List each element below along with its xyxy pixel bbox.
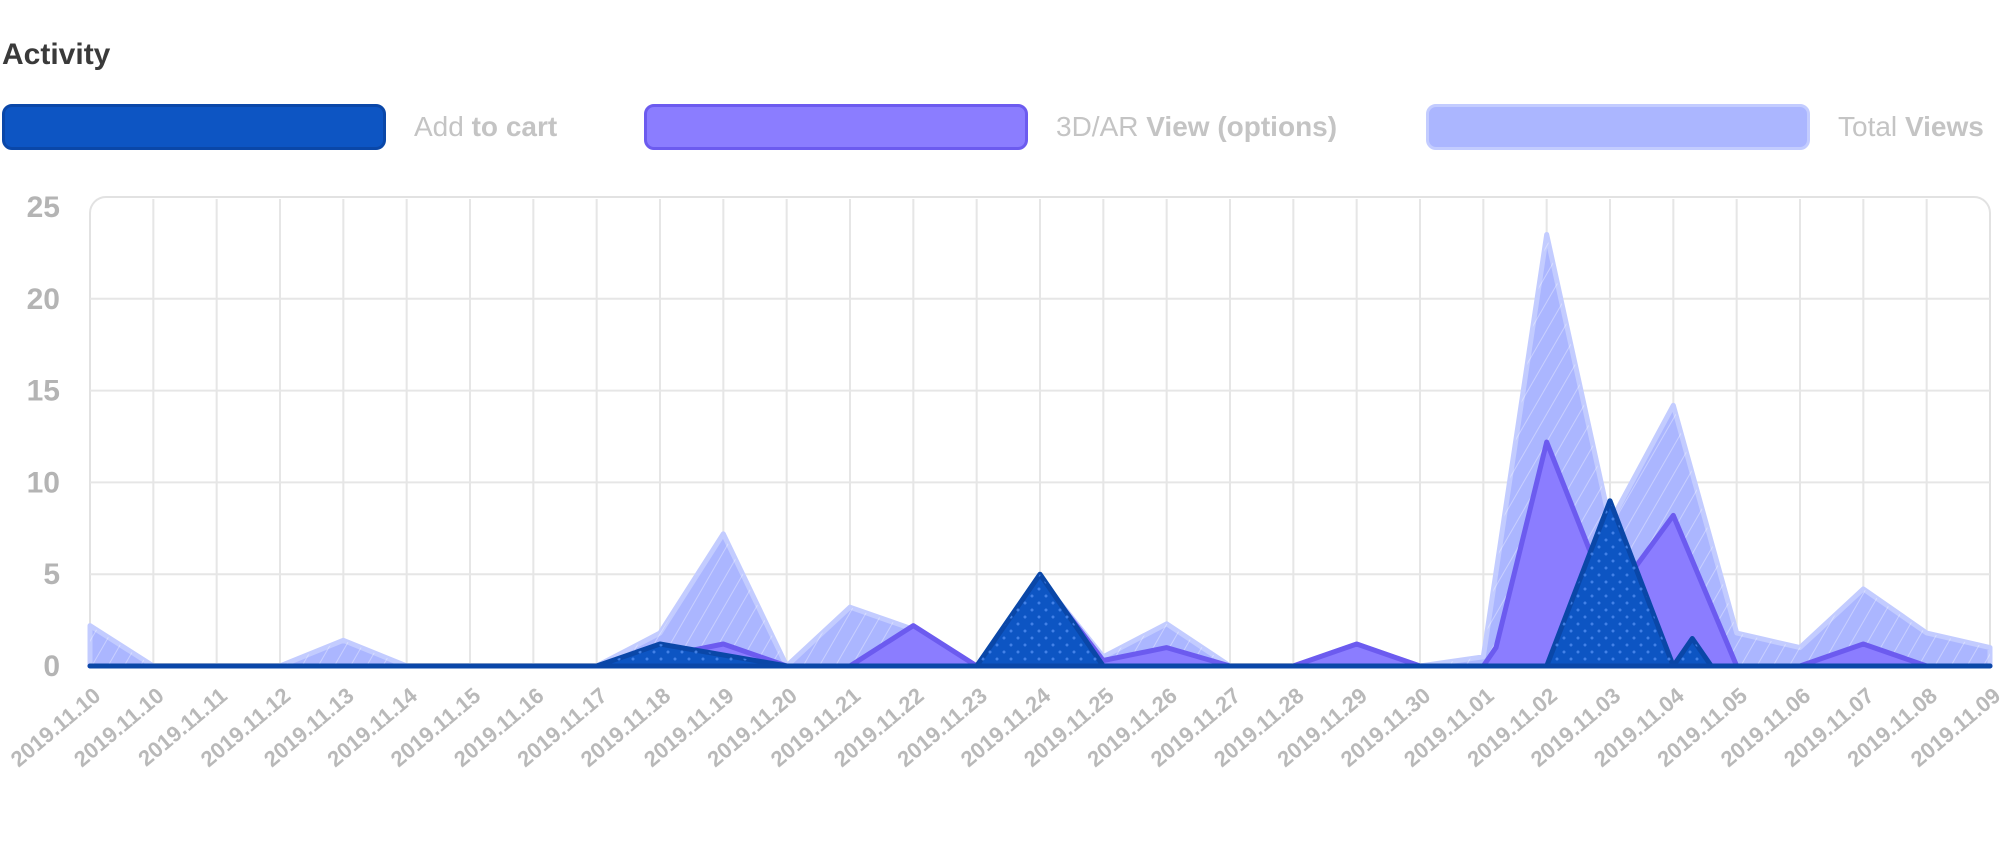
- chart-title: Activity: [2, 38, 111, 71]
- y-tick-label: 5: [43, 558, 60, 591]
- legend-item-add-to-cart[interactable]: Add to cart: [2, 104, 557, 150]
- legend-label-3d-ar-view: 3D/AR View (options): [1056, 111, 1338, 142]
- activity-chart: 0 5 10 15 20 25 2019.11.102019.11.102019.11.1…: [6, 191, 2000, 772]
- legend-label-total-views: Total Views: [1838, 111, 1984, 142]
- y-tick-label: 0: [43, 650, 60, 683]
- legend-swatch-add-to-cart: [2, 104, 386, 150]
- y-tick-label: 25: [27, 191, 60, 224]
- y-axis-ticks: 0 5 10 15 20 25: [27, 191, 60, 683]
- y-tick-label: 20: [27, 283, 60, 316]
- series-total-views-area-texture: [90, 234, 1990, 666]
- y-tick-label: 10: [27, 466, 60, 499]
- legend-item-total-views[interactable]: Total Views: [1426, 104, 1984, 150]
- vertical-grid: [152, 199, 1928, 664]
- legend-swatch-3d-ar-view: [644, 104, 1028, 150]
- legend-label-add-to-cart: Add to cart: [414, 111, 558, 142]
- series-add-to-cart-area-texture: [90, 500, 1990, 666]
- y-tick-label: 15: [27, 375, 60, 408]
- x-axis-ticks: 2019.11.102019.11.102019.11.112019.11.12…: [6, 682, 2000, 772]
- legend-item-3d-ar-view[interactable]: 3D/AR View (options): [644, 104, 1337, 150]
- series-areas: [87, 232, 1993, 669]
- legend-swatch-total-views: [1426, 104, 1810, 150]
